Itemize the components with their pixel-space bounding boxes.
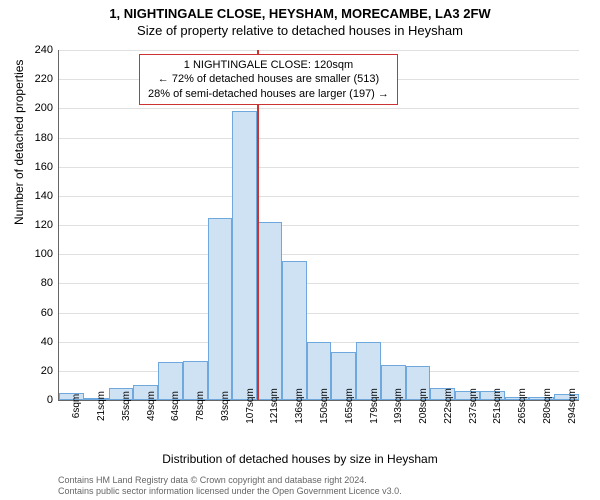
y-tick: 20 xyxy=(41,365,53,377)
x-tick: 49sqm xyxy=(146,391,157,421)
page-subtitle: Size of property relative to detached ho… xyxy=(0,21,600,38)
info-box: 1 NIGHTINGALE CLOSE: 120sqm← 72% of deta… xyxy=(139,54,398,105)
x-tick: 136sqm xyxy=(294,388,305,424)
chart: 0204060801001201401601802002202406sqm21s… xyxy=(58,50,578,400)
footer-attribution: Contains HM Land Registry data © Crown c… xyxy=(58,475,402,497)
x-tick: 280sqm xyxy=(542,388,553,424)
y-tick: 200 xyxy=(35,102,53,114)
x-tick: 121sqm xyxy=(269,388,280,424)
x-tick: 165sqm xyxy=(344,388,355,424)
y-axis-label: Number of detached properties xyxy=(12,60,26,225)
x-tick: 193sqm xyxy=(393,388,404,424)
gridline xyxy=(59,50,579,51)
y-tick: 140 xyxy=(35,190,53,202)
y-tick: 120 xyxy=(35,219,53,231)
gridline xyxy=(59,225,579,226)
x-tick: 107sqm xyxy=(245,388,256,424)
gridline xyxy=(59,254,579,255)
gridline xyxy=(59,138,579,139)
x-tick: 150sqm xyxy=(319,388,330,424)
gridline xyxy=(59,283,579,284)
y-tick: 100 xyxy=(35,248,53,260)
x-tick: 208sqm xyxy=(418,388,429,424)
histogram-bar xyxy=(282,261,307,400)
plot-area: 0204060801001201401601802002202406sqm21s… xyxy=(58,50,579,401)
x-tick: 78sqm xyxy=(195,391,206,421)
gridline xyxy=(59,196,579,197)
gridline xyxy=(59,167,579,168)
info-line2: ← 72% of detached houses are smaller (51… xyxy=(148,72,389,86)
info-line1: 1 NIGHTINGALE CLOSE: 120sqm xyxy=(148,58,389,72)
gridline xyxy=(59,313,579,314)
x-tick: 93sqm xyxy=(220,391,231,421)
x-tick: 265sqm xyxy=(517,388,528,424)
x-tick: 35sqm xyxy=(121,391,132,421)
histogram-bar xyxy=(232,111,257,400)
gridline xyxy=(59,108,579,109)
page-title: 1, NIGHTINGALE CLOSE, HEYSHAM, MORECAMBE… xyxy=(0,0,600,21)
x-tick: 6sqm xyxy=(71,394,82,418)
y-tick: 160 xyxy=(35,161,53,173)
footer-line1: Contains HM Land Registry data © Crown c… xyxy=(58,475,402,486)
x-tick: 179sqm xyxy=(369,388,380,424)
histogram-bar xyxy=(208,218,233,400)
y-tick: 60 xyxy=(41,307,53,319)
x-tick: 222sqm xyxy=(443,388,454,424)
info-line3: 28% of semi-detached houses are larger (… xyxy=(148,87,389,101)
y-tick: 240 xyxy=(35,44,53,56)
y-tick: 220 xyxy=(35,73,53,85)
x-tick: 64sqm xyxy=(170,391,181,421)
x-axis-label: Distribution of detached houses by size … xyxy=(0,452,600,466)
x-tick: 237sqm xyxy=(468,388,479,424)
histogram-bar xyxy=(257,222,282,400)
y-tick: 0 xyxy=(47,394,53,406)
y-tick: 80 xyxy=(41,277,53,289)
x-tick: 21sqm xyxy=(96,391,107,421)
y-tick: 40 xyxy=(41,336,53,348)
y-tick: 180 xyxy=(35,132,53,144)
footer-line2: Contains public sector information licen… xyxy=(58,486,402,497)
x-tick: 251sqm xyxy=(492,388,503,424)
x-tick: 294sqm xyxy=(567,388,578,424)
